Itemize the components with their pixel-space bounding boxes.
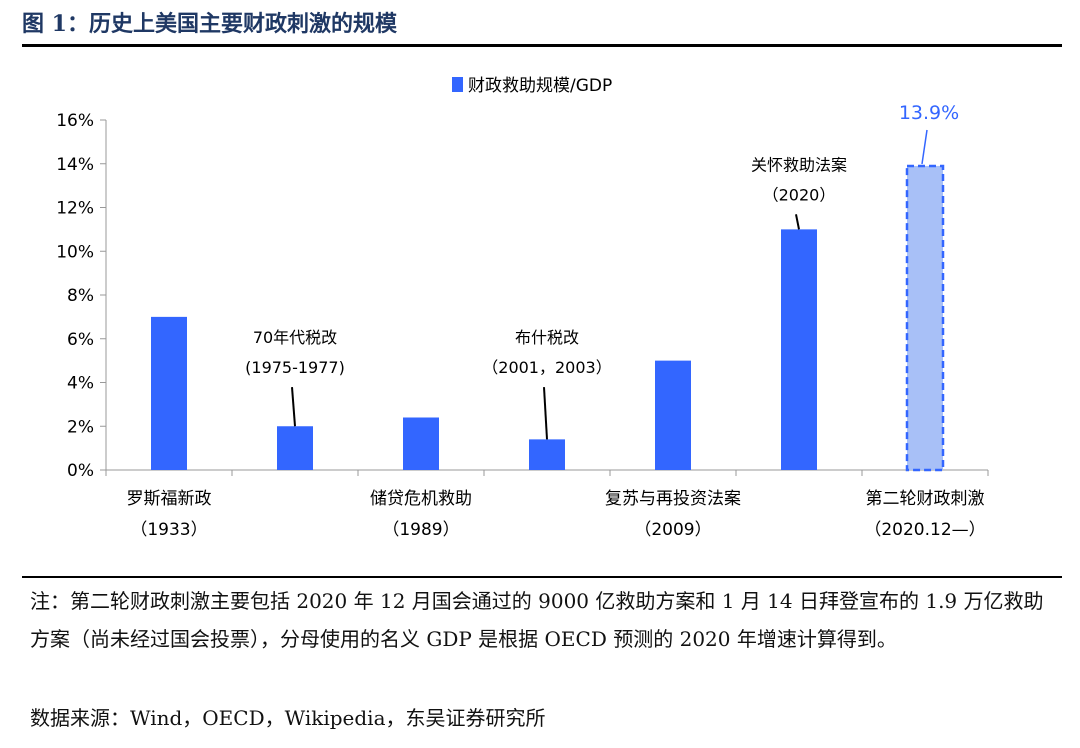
annotation-label: 关怀救助法案 bbox=[751, 155, 847, 174]
bar bbox=[151, 316, 187, 470]
legend-label: 财政救助规模/GDP bbox=[468, 76, 612, 96]
note-divider bbox=[22, 576, 1062, 578]
bar-chart: 财政救助规模/GDP 0% 2% 4% 6% 8% 10% 12% 14% 16% 罗斯福新政 （19… bbox=[56, 76, 989, 540]
x-category-label: 复苏与再投资法案 bbox=[605, 489, 741, 509]
annotation-leader bbox=[795, 214, 800, 230]
data-source: 数据来源：Wind，OECD，Wikipedia，东吴证券研究所 bbox=[30, 706, 546, 730]
projected-bar bbox=[905, 164, 945, 472]
x-category-label: 储贷危机救助 bbox=[370, 489, 472, 509]
x-category-label: 第二轮财政刺激 bbox=[866, 489, 985, 509]
y-tick-label: 14% bbox=[56, 155, 94, 175]
y-tick-label: 8% bbox=[67, 286, 94, 306]
y-tick-label: 2% bbox=[67, 417, 94, 437]
annotation-leader bbox=[543, 387, 548, 440]
bar bbox=[403, 417, 439, 470]
x-category-year: （2020.12—） bbox=[864, 520, 985, 540]
annotation-label: 70年代税改 bbox=[253, 328, 337, 347]
y-tick-label: 10% bbox=[56, 242, 94, 262]
x-category-year: （2009） bbox=[634, 520, 711, 540]
x-category-label: 罗斯福新政 bbox=[127, 489, 212, 509]
x-category-year: （1933） bbox=[130, 520, 207, 540]
annotation-leader bbox=[291, 387, 296, 427]
y-tick-label: 12% bbox=[56, 199, 94, 219]
bar bbox=[277, 426, 313, 470]
y-tick-label: 4% bbox=[67, 374, 94, 394]
annotation-year: （2001，2003） bbox=[482, 358, 611, 377]
annotation-year: (1975-1977) bbox=[245, 358, 345, 377]
y-tick-label: 6% bbox=[67, 330, 94, 350]
callout-label: 13.9% bbox=[899, 102, 959, 124]
chart-note: 注：第二轮财政刺激主要包括 2020 年 12 月国会通过的 9000 亿救助方… bbox=[30, 589, 1044, 651]
y-tick-label: 16% bbox=[56, 111, 94, 131]
annotation-label: 布什税改 bbox=[515, 328, 579, 347]
figure-title: 图 1：历史上美国主要财政刺激的规模 bbox=[22, 11, 397, 37]
x-category-year: （1989） bbox=[382, 520, 459, 540]
legend-swatch bbox=[452, 77, 463, 92]
title-divider bbox=[22, 44, 1062, 47]
annotation-year: （2020） bbox=[763, 185, 836, 204]
bar bbox=[655, 360, 691, 470]
bar bbox=[781, 229, 817, 470]
bar bbox=[529, 439, 565, 470]
y-tick-label: 0% bbox=[67, 461, 94, 481]
callout-leader bbox=[921, 129, 928, 165]
